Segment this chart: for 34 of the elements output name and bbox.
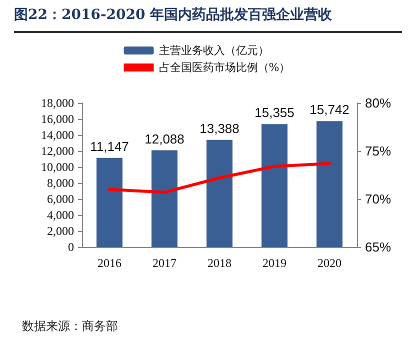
x-tick-label: 2018 bbox=[208, 256, 232, 270]
y-tick-label: 6,000 bbox=[47, 192, 74, 206]
bar bbox=[152, 150, 178, 247]
line-series bbox=[108, 162, 331, 194]
data-label: 11,147 bbox=[90, 138, 129, 154]
y-tick-label: 8,000 bbox=[47, 176, 74, 190]
y-tick-label: 0 bbox=[68, 240, 74, 254]
y2-tick-label: 75% bbox=[365, 144, 392, 158]
bar bbox=[262, 124, 288, 247]
legend-label: 占全国医药市场比例（%） bbox=[158, 61, 290, 74]
y-tick-label: 12,000 bbox=[41, 144, 74, 158]
y2-tick-label: 65% bbox=[365, 240, 392, 254]
legend-label: 主营业务收入（亿元） bbox=[158, 44, 269, 57]
data-label: 12,088 bbox=[144, 131, 184, 146]
y-tick-label: 14,000 bbox=[41, 128, 74, 142]
x-tick-label: 2016 bbox=[98, 256, 122, 270]
y-tick-label: 18,000 bbox=[41, 96, 74, 110]
x-tick-label: 2017 bbox=[152, 256, 176, 270]
y-tick-label: 4,000 bbox=[47, 208, 74, 222]
y2-tick-label: 80% bbox=[365, 96, 392, 110]
bar bbox=[96, 158, 122, 247]
data-label: 13,388 bbox=[200, 120, 240, 136]
bar bbox=[316, 121, 342, 247]
y-tick-label: 2,000 bbox=[47, 224, 74, 238]
chart-title: 图22：2016-2020 年国内药品批发百强企业营收 bbox=[14, 6, 402, 33]
x-tick-label: 2020 bbox=[318, 256, 342, 270]
data-label: 15,742 bbox=[310, 102, 350, 118]
y-tick-label: 16,000 bbox=[41, 112, 74, 126]
data-label: 15,355 bbox=[254, 105, 294, 120]
source-note: 数据来源：商务部 bbox=[22, 318, 118, 335]
x-tick-label: 2019 bbox=[262, 256, 286, 270]
y2-tick-label: 70% bbox=[365, 192, 392, 206]
bar bbox=[206, 140, 232, 247]
y-tick-label: 10,000 bbox=[41, 160, 74, 174]
